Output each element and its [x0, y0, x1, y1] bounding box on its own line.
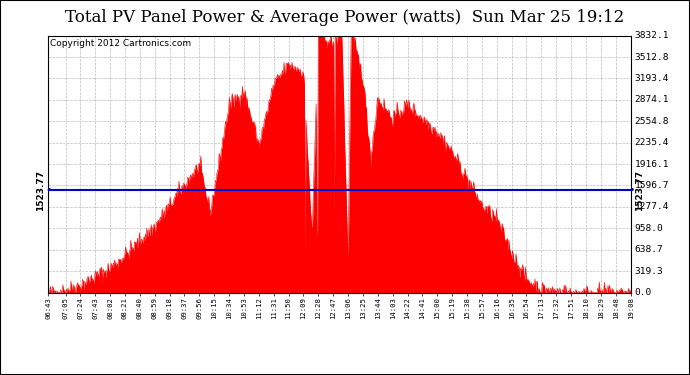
- Text: 319.3: 319.3: [635, 267, 664, 276]
- Text: 2874.1: 2874.1: [635, 95, 669, 104]
- Text: 958.0: 958.0: [635, 224, 664, 233]
- Text: 3832.1: 3832.1: [635, 31, 669, 40]
- Text: 2235.4: 2235.4: [635, 138, 669, 147]
- Text: 3193.4: 3193.4: [635, 74, 669, 83]
- Text: Total PV Panel Power & Average Power (watts)  Sun Mar 25 19:12: Total PV Panel Power & Average Power (wa…: [66, 9, 624, 26]
- Text: 3512.8: 3512.8: [635, 53, 669, 62]
- Text: Copyright 2012 Cartronics.com: Copyright 2012 Cartronics.com: [50, 39, 191, 48]
- Text: •: •: [628, 185, 635, 195]
- Text: 1523.77: 1523.77: [635, 170, 644, 211]
- Text: 638.7: 638.7: [635, 245, 664, 254]
- Text: 2554.8: 2554.8: [635, 117, 669, 126]
- Text: 0.0: 0.0: [635, 288, 652, 297]
- Text: •: •: [45, 185, 52, 195]
- Text: 1596.7: 1596.7: [635, 181, 669, 190]
- Text: 1277.4: 1277.4: [635, 202, 669, 211]
- Text: 1523.77: 1523.77: [36, 170, 45, 211]
- Text: 1916.1: 1916.1: [635, 159, 669, 168]
